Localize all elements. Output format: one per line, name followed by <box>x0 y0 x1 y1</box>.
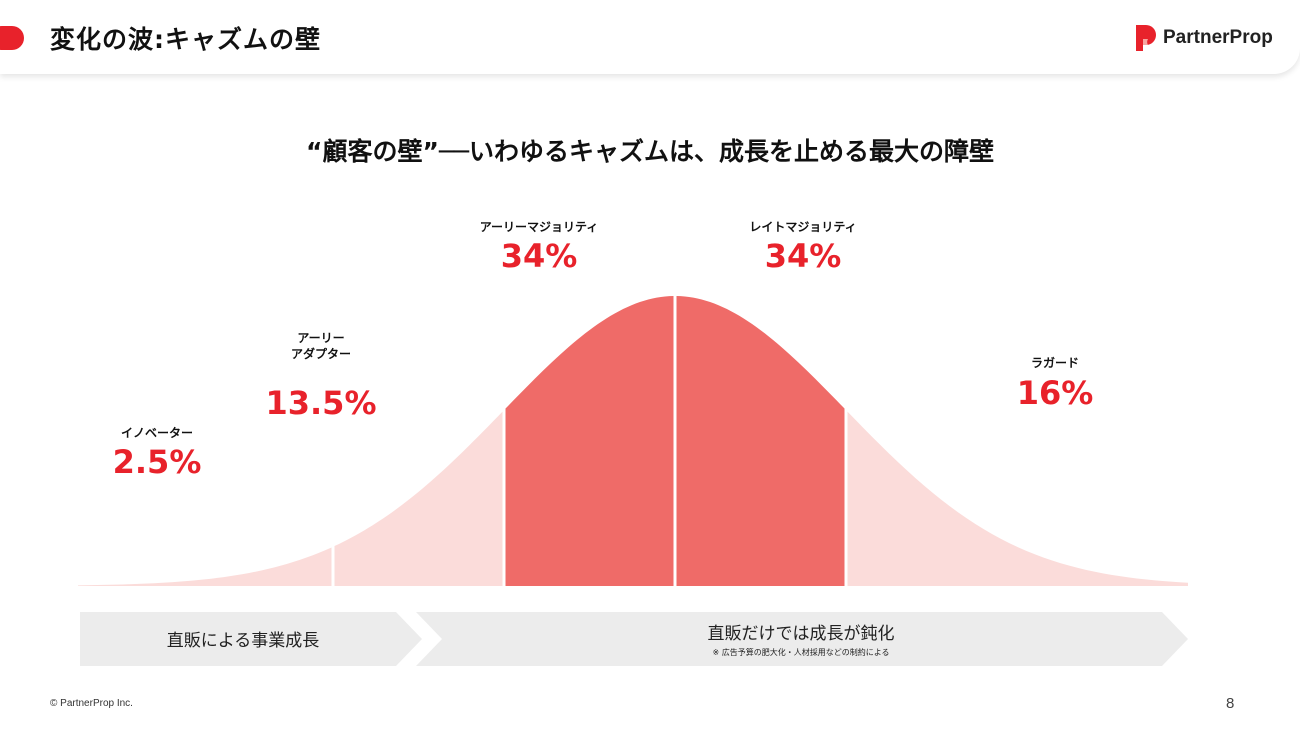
segment-percent-early-majority: 34% <box>501 237 578 275</box>
page-number: 8 <box>1226 695 1235 712</box>
segment-percent-late-majority: 34% <box>765 237 842 275</box>
partnerprop-logo-icon <box>1136 25 1156 51</box>
arrow-note-constraints: ※ 広告予算の肥大化・人材採用などの制約による <box>712 647 889 657</box>
logo-text: PartnerProp <box>1163 27 1273 48</box>
curve-segment-innovators <box>78 547 332 586</box>
slide-header: 変化の波:キャズムの壁 PartnerProp <box>0 0 1300 74</box>
segment-percent-early-adopters: 13.5% <box>265 384 376 422</box>
segment-name-early-adopters: アーリーアダプター <box>291 331 351 361</box>
growth-slowdown-arrow <box>416 612 1188 666</box>
header-marker <box>0 26 24 50</box>
segment-percent-innovators: 2.5% <box>113 443 202 481</box>
slide-title: 変化の波:キャズムの壁 <box>50 25 321 54</box>
segment-name-innovators: イノベーター <box>121 426 193 440</box>
curve-segments <box>78 296 1188 586</box>
footer-copyright: © PartnerProp Inc. <box>50 698 133 709</box>
slide-subtitle: “顧客の壁”──いわゆるキャズムは、成長を止める最大の障壁 <box>306 137 994 166</box>
segment-name-laggards: ラガード <box>1031 355 1079 370</box>
segment-percent-laggards: 16% <box>1017 374 1094 412</box>
direct-sales-arrow <box>80 612 422 666</box>
curve-segment-late-majority <box>676 296 845 586</box>
partnerprop-logo: PartnerProp <box>1136 25 1273 51</box>
arrow-label-direct-sales: 直販による事業成長 <box>167 631 320 651</box>
curve-segment-laggards <box>847 411 1188 586</box>
curve-segment-early-adopters <box>334 411 503 586</box>
curve-segment-early-majority <box>505 296 674 586</box>
segment-labels: イノベーター 2.5% アーリーアダプター 13.5% アーリーマジョリティ 34% レイト… <box>113 220 1094 481</box>
segment-name-early-majority: アーリーマジョリティ <box>480 220 599 234</box>
segment-name-late-majority: レイトマジョリティ <box>749 220 856 234</box>
arrow-label-slowdown: 直販だけでは成長が鈍化 <box>708 624 895 644</box>
